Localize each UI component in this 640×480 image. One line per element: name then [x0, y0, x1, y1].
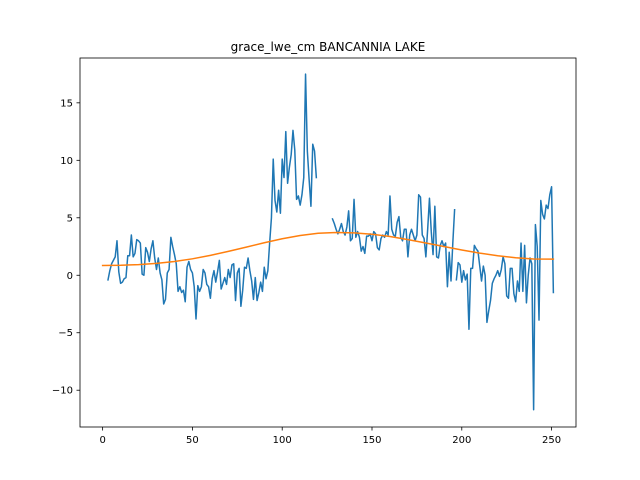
- x-tick-label: 200: [452, 435, 471, 446]
- chart-title: grace_lwe_cm BANCANNIA LAKE: [231, 40, 426, 54]
- y-tick-label: 10: [60, 156, 73, 167]
- x-tick-label: 250: [542, 435, 561, 446]
- x-tick-label: 100: [273, 435, 292, 446]
- series-layer: [101, 73, 555, 411]
- y-tick-label: 15: [60, 98, 73, 109]
- y-tick-label: −10: [52, 386, 73, 397]
- axes-layer: 0 50 100 150 200 250 −10 −5 0 5 10 15: [52, 57, 577, 446]
- series-line-2: [455, 186, 555, 411]
- y-tick-label: −5: [58, 328, 73, 339]
- x-tick-label: 0: [99, 435, 105, 446]
- x-tick-label: 50: [186, 435, 199, 446]
- plot-frame: [79, 57, 577, 428]
- series-line-0: [107, 73, 318, 320]
- y-tick-label: 5: [67, 213, 73, 224]
- series-line-3: [101, 231, 555, 267]
- y-tick-label: 0: [67, 271, 73, 282]
- x-tick-label: 150: [362, 435, 381, 446]
- series-line-1: [331, 194, 456, 288]
